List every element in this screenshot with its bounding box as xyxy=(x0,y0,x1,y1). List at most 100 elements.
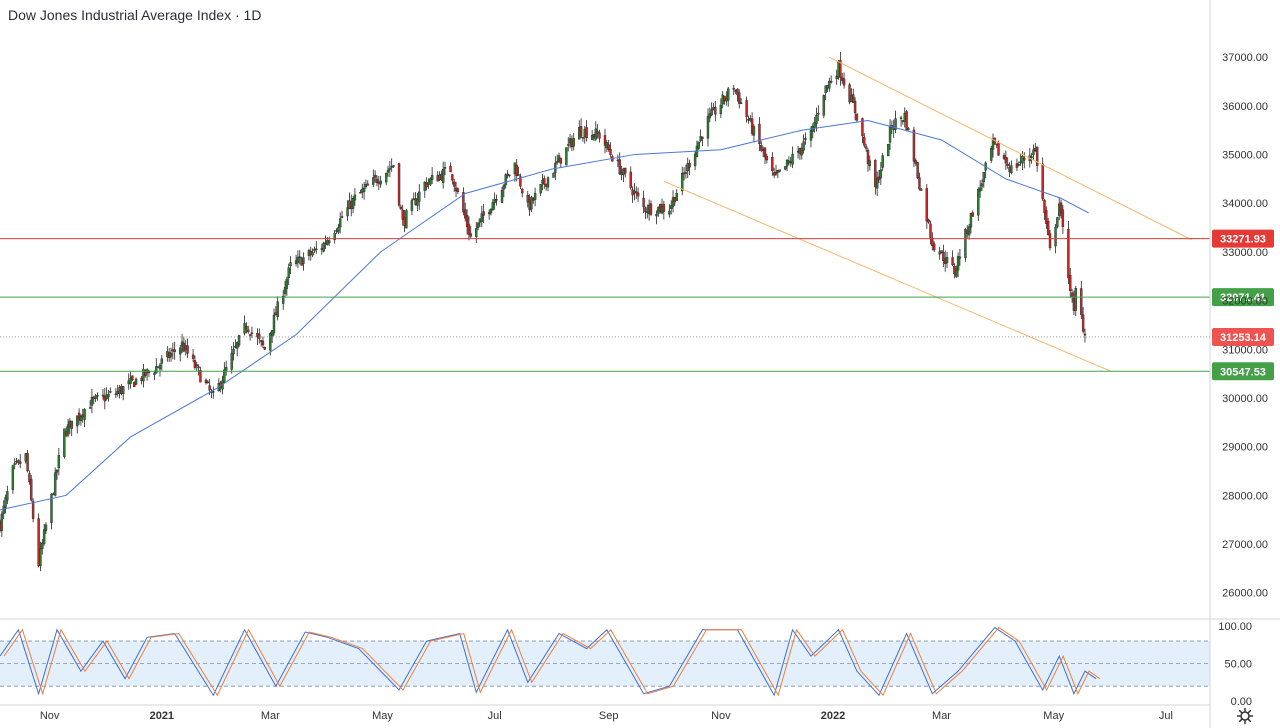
candle-body xyxy=(765,156,769,161)
candle-body xyxy=(1056,217,1059,227)
candle-body xyxy=(1004,157,1008,164)
candle xyxy=(899,115,903,127)
candle-body xyxy=(929,223,932,238)
candle-body xyxy=(285,278,289,289)
candle xyxy=(491,199,495,211)
candle-body xyxy=(839,59,842,78)
candle-body xyxy=(30,479,33,501)
candle-body xyxy=(405,210,408,229)
candle-body xyxy=(315,248,318,250)
candle-body xyxy=(158,364,162,370)
candle xyxy=(1010,160,1013,175)
candle xyxy=(315,240,318,254)
candle-body xyxy=(828,80,831,89)
candle xyxy=(1023,152,1026,169)
candle-body xyxy=(500,190,504,203)
candle-body xyxy=(79,416,83,422)
candle xyxy=(881,152,884,171)
candle-body xyxy=(362,187,366,192)
candle xyxy=(971,210,974,217)
candle xyxy=(822,94,826,119)
candle-body xyxy=(28,473,31,482)
candle-body xyxy=(991,138,995,150)
candle-body xyxy=(475,228,478,237)
candle-body xyxy=(644,207,647,213)
candle-body xyxy=(11,465,15,490)
candle-body xyxy=(521,188,524,194)
candle-body xyxy=(147,371,151,373)
time-tick-label: May xyxy=(372,710,393,722)
candle xyxy=(322,241,325,253)
candle-body xyxy=(675,193,678,201)
candle-body xyxy=(269,333,272,351)
candle-body xyxy=(732,88,735,90)
candle xyxy=(281,289,285,310)
candle-body xyxy=(94,395,97,399)
candle xyxy=(864,143,868,152)
candle xyxy=(386,165,390,177)
candle xyxy=(232,342,235,361)
candle xyxy=(701,136,704,147)
candle xyxy=(629,166,632,190)
candle xyxy=(533,187,537,207)
candle-body xyxy=(572,138,575,147)
candle-body xyxy=(502,185,506,190)
candle xyxy=(894,110,897,134)
candle xyxy=(489,208,493,216)
candle-body xyxy=(697,141,700,149)
candle-body xyxy=(289,262,292,267)
candle-body xyxy=(1035,147,1039,166)
candle-body xyxy=(1032,149,1035,155)
candle-body xyxy=(778,169,781,172)
candle xyxy=(133,381,136,388)
stochastic-tick-label: 100.00 xyxy=(1218,621,1252,633)
candle xyxy=(158,363,162,377)
price-pane xyxy=(0,51,1210,572)
candle-body xyxy=(129,377,132,384)
candle-body xyxy=(482,211,485,216)
stochastic-tick-label: 50.00 xyxy=(1224,659,1252,671)
candle-body xyxy=(193,360,197,368)
candle-body xyxy=(875,177,879,189)
candle-body xyxy=(802,141,805,151)
candle-body xyxy=(956,256,960,271)
candle xyxy=(475,222,478,243)
candle-body xyxy=(636,192,640,197)
candle-body xyxy=(55,469,59,473)
level-label: 32071.41 xyxy=(1220,292,1266,304)
candle-body xyxy=(594,128,598,140)
candle-body xyxy=(248,334,252,336)
candle xyxy=(476,222,480,231)
candle-body xyxy=(813,122,816,128)
candle xyxy=(736,88,739,102)
candle xyxy=(839,51,842,86)
candle xyxy=(852,88,855,103)
candle-body xyxy=(388,168,392,170)
settings-gear-icon[interactable] xyxy=(1236,707,1254,725)
candle-body xyxy=(272,314,276,334)
candle xyxy=(296,250,300,269)
candle-body xyxy=(340,216,344,218)
candle xyxy=(173,341,176,360)
candle xyxy=(1043,198,1046,220)
candle xyxy=(416,193,419,212)
candle-body xyxy=(101,394,105,397)
candle-body xyxy=(337,227,340,233)
candle-body xyxy=(96,394,99,397)
candle xyxy=(311,248,314,258)
candle-body xyxy=(894,118,897,130)
candle-body xyxy=(114,393,118,395)
candle xyxy=(37,513,40,568)
level-label: 30547.53 xyxy=(1220,366,1266,378)
candle-body xyxy=(199,369,202,383)
channel-upper-line xyxy=(829,56,1192,241)
candle xyxy=(384,172,388,186)
candle xyxy=(243,315,246,336)
candle xyxy=(907,127,910,131)
candle xyxy=(1059,199,1063,219)
candle xyxy=(212,386,215,399)
candle-body xyxy=(353,194,357,201)
candle xyxy=(866,147,870,172)
candle xyxy=(1035,146,1039,172)
candle-body xyxy=(736,88,739,96)
